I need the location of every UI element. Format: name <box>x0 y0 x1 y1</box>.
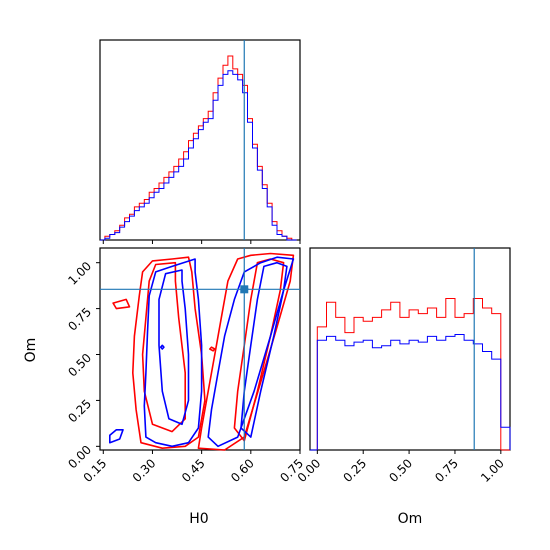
truth-marker <box>240 285 249 294</box>
x-tick-label: 0.25 <box>341 456 370 485</box>
contour-red-inner <box>141 261 186 433</box>
y-tick-label: 0.25 <box>65 397 94 426</box>
x-tick-label: 0.30 <box>130 456 159 485</box>
contour-blue-inner <box>158 269 190 426</box>
y-tick-label: 0.75 <box>65 305 94 334</box>
histogram-blue-H0 <box>100 70 297 241</box>
contour-red-outer <box>132 256 206 450</box>
panel-hist-om: 0.00 0.25 0.50 0.75 1.00 Om <box>295 247 511 527</box>
axes-frame <box>309 247 511 451</box>
ticks-hist-H0 <box>102 240 301 244</box>
contour-blue-outer <box>109 428 124 444</box>
y-tick-label: 1.00 <box>65 259 94 288</box>
yticks-contour: 0.000.250.500.751.00 <box>65 259 100 471</box>
contour-blue-outer <box>207 256 295 448</box>
hist-step-blue-H0 <box>100 70 297 241</box>
contour-red-outer <box>197 252 295 451</box>
axis-label-x: H0 <box>189 511 208 527</box>
hist-step-blue-Om <box>310 334 511 451</box>
contour-red-inner <box>233 258 285 442</box>
contour-lines <box>109 252 295 451</box>
histogram-red-Om <box>310 298 510 451</box>
xticks-om: 0.00 0.25 0.50 0.75 1.00 <box>295 450 507 485</box>
panel-contour: 0.15 0.30 0.45 0.60 0.75 0.000.250.500.751.0… <box>23 247 306 527</box>
contour-blue-outer <box>159 344 165 350</box>
hist-step-red-Om <box>310 298 510 451</box>
contour-red-outer <box>112 298 131 310</box>
axis-label-y: Om <box>23 338 39 363</box>
histogram-blue-Om <box>310 334 511 451</box>
x-tick-label: 0.50 <box>386 456 415 485</box>
axis-label-x: Om <box>398 511 423 527</box>
axes-frame <box>99 247 301 451</box>
x-tick-label: 0.75 <box>432 456 461 485</box>
y-tick-label: 0.50 <box>65 351 94 380</box>
hist-step-red-H0 <box>100 55 297 241</box>
axes-frame <box>99 39 301 241</box>
x-tick-label: 0.45 <box>179 456 208 485</box>
contour-red-outer <box>209 346 216 352</box>
x-tick-label: 1.00 <box>478 456 507 485</box>
contour-blue-outer <box>143 258 203 448</box>
histogram-red-H0 <box>100 55 297 241</box>
xticks-contour: 0.15 0.30 0.45 0.60 0.75 <box>81 450 306 485</box>
panel-hist-h0 <box>99 39 301 244</box>
contour-blue-inner <box>240 261 288 438</box>
x-tick-label: 0.60 <box>228 456 257 485</box>
